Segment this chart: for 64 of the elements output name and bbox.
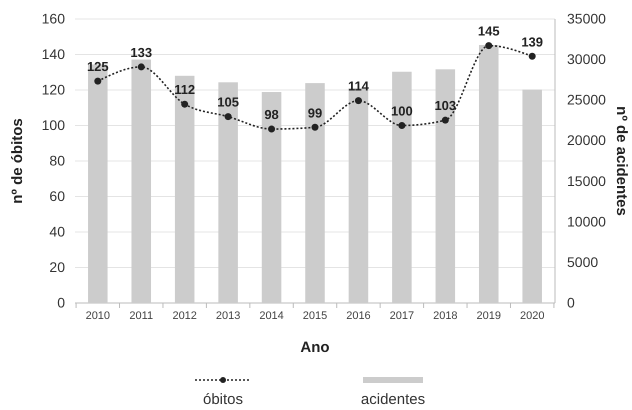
x-tick-label: 2016 xyxy=(346,310,371,322)
x-tick-label: 2010 xyxy=(86,310,110,322)
data-label: 145 xyxy=(478,24,500,39)
point xyxy=(138,63,145,70)
bar xyxy=(174,76,194,303)
y-axis-title: nº de óbitos xyxy=(9,118,26,204)
point xyxy=(485,42,492,50)
x-tick-label: 2015 xyxy=(302,310,328,322)
data-label: 125 xyxy=(86,59,109,74)
x-tick-label: 2012 xyxy=(172,310,197,322)
data-label: 112 xyxy=(174,82,196,98)
x-tick-label: 2011 xyxy=(129,310,154,322)
point xyxy=(268,126,276,133)
point xyxy=(224,113,232,120)
bar xyxy=(218,82,238,303)
bar xyxy=(436,69,456,303)
y2-tick-label: 20000 xyxy=(567,132,606,148)
bar xyxy=(392,72,412,303)
y-tick-label: 60 xyxy=(49,188,66,204)
y2-axis-title: nº de acidentes xyxy=(613,106,630,216)
bar xyxy=(131,60,152,303)
y-tick-label: 160 xyxy=(42,10,66,26)
y-tick-label: 140 xyxy=(42,46,66,62)
y2-tick-label: 30000 xyxy=(567,51,606,68)
data-label: 103 xyxy=(434,98,456,114)
data-label: 133 xyxy=(130,44,152,60)
point xyxy=(528,52,536,60)
x-tick-label: 2018 xyxy=(433,310,458,322)
y2-tick-label: 25000 xyxy=(567,92,606,108)
y-tick-label: 40 xyxy=(49,223,66,240)
bar xyxy=(262,92,282,303)
point xyxy=(312,124,318,131)
data-label: 100 xyxy=(391,104,413,118)
y-tick-label: 120 xyxy=(42,81,66,98)
y2-tick-label: 35000 xyxy=(567,10,606,26)
x-tick-label: 2014 xyxy=(259,310,284,322)
x-tick-label: 2013 xyxy=(216,310,240,322)
x-tick-label: 2019 xyxy=(476,310,501,322)
y-tick-label: 80 xyxy=(49,152,66,168)
x-tick-label: 2020 xyxy=(520,310,544,322)
data-label: 98 xyxy=(264,107,279,122)
y2-tick-label: 10000 xyxy=(567,213,606,230)
bar xyxy=(478,44,499,303)
x-axis-title: Ano xyxy=(300,339,330,356)
data-label: 105 xyxy=(217,94,239,110)
bar xyxy=(522,90,542,303)
y2-tick-label: 5000 xyxy=(567,254,598,270)
data-label: 99 xyxy=(308,105,322,120)
y-tick-label: 100 xyxy=(42,116,66,133)
data-label: 114 xyxy=(348,78,370,94)
bar xyxy=(305,83,325,303)
point xyxy=(181,100,188,108)
point xyxy=(354,97,362,104)
legend-label: óbitos xyxy=(202,391,244,408)
y2-tick-label: 15000 xyxy=(567,172,606,189)
x-tick-label: 2017 xyxy=(390,310,414,322)
point xyxy=(398,122,406,129)
y-tick-label: 0 xyxy=(57,294,66,310)
legend-label: acidentes xyxy=(360,391,426,408)
y-tick-label: 20 xyxy=(49,258,66,275)
point xyxy=(94,78,102,85)
point xyxy=(442,116,449,124)
data-label: 139 xyxy=(521,34,544,50)
y2-tick-label: 0 xyxy=(567,294,575,310)
